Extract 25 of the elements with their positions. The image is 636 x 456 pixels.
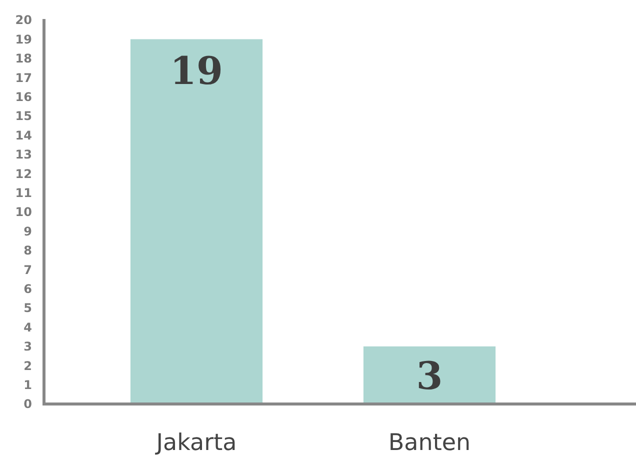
y-tick-label: 5: [24, 301, 32, 316]
y-tick-label: 19: [15, 32, 32, 46]
y-tick-label: 3: [24, 340, 32, 354]
y-tick-label: 4: [24, 320, 32, 334]
y-tick-label: 20: [15, 13, 32, 28]
y-tick-label: 7: [24, 262, 32, 277]
y-tick-label: 8: [24, 244, 32, 258]
x-tick-label: Banten: [388, 430, 471, 456]
y-tick-label: 11: [15, 186, 32, 200]
data-label: 3: [416, 353, 443, 398]
y-tick-label: 15: [15, 109, 32, 124]
y-tick-label: 2: [24, 358, 32, 373]
y-tick-label: 14: [15, 128, 32, 142]
y-tick-label: 12: [15, 166, 32, 181]
y-tick-label: 10: [15, 205, 32, 220]
y-tick-label: 18: [15, 52, 32, 66]
y-tick-label: 6: [24, 282, 32, 296]
y-tick-label: 1: [24, 378, 32, 392]
y-tick-label: 13: [15, 148, 32, 162]
y-tick-label: 16: [15, 90, 32, 104]
y-tick-label: 9: [24, 224, 32, 238]
y-tick-label: 17: [15, 70, 32, 85]
data-label: 19: [170, 48, 223, 94]
x-tick-label: Jakarta: [154, 430, 237, 456]
y-tick-label: 0: [24, 397, 32, 412]
